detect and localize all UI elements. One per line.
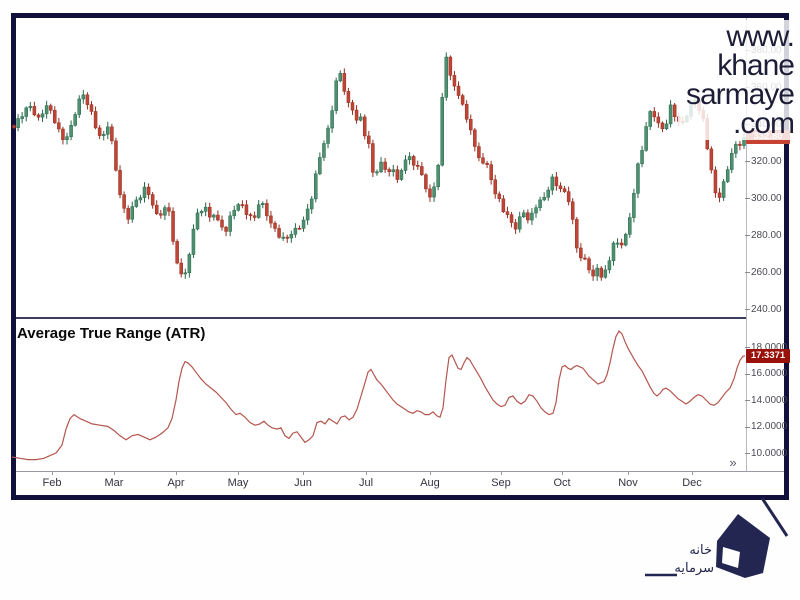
- month-label: Jun: [294, 477, 312, 489]
- chart-frame: [11, 13, 789, 500]
- price-axis-tick: [745, 272, 750, 273]
- price-axis-tick: [745, 161, 750, 162]
- month-label: Sep: [491, 477, 511, 489]
- watermark-line: www.: [726, 20, 795, 53]
- atr-line-series: [11, 330, 746, 461]
- watermark-line: .com: [732, 107, 795, 140]
- month-label: Jul: [358, 477, 374, 489]
- month-label: Nov: [618, 477, 638, 489]
- atr-axis-label: 12.0000: [751, 421, 788, 432]
- month-tick: [238, 471, 239, 475]
- time-axis-line: [16, 471, 784, 472]
- atr-axis-tick: [745, 453, 750, 454]
- month-tick: [430, 471, 431, 475]
- price-axis-tick: [745, 235, 750, 236]
- month-label: May: [227, 477, 249, 489]
- atr-axis-tick: [745, 347, 750, 348]
- month-tick: [52, 471, 53, 475]
- atr-axis-label: 18.0000: [751, 341, 788, 353]
- month-label: Apr: [167, 477, 185, 489]
- price-axis-line: [746, 18, 747, 471]
- price-axis-label: 300.00: [751, 192, 782, 204]
- month-label: Dec: [682, 477, 702, 489]
- month-label: Aug: [420, 477, 440, 489]
- price-axis-tick: [745, 309, 750, 310]
- month-tick: [501, 471, 502, 475]
- price-axis-tick: [745, 198, 750, 199]
- atr-title: Average True Range (ATR): [17, 325, 206, 342]
- logo-text-line1: خانه: [689, 543, 712, 558]
- last-atr-badge: 17.3371: [746, 348, 790, 363]
- month-tick: [114, 471, 115, 475]
- month-tick: [628, 471, 629, 475]
- site-watermark: www. khane sarmaye .com: [677, 20, 795, 140]
- month-label: Mar: [104, 477, 124, 489]
- month-label: Oct: [553, 477, 571, 489]
- price-axis-label: 320.00: [751, 155, 782, 167]
- month-tick: [562, 471, 563, 475]
- price-axis-label: 280.00: [751, 229, 782, 241]
- khane-sarmaye-logo: خانه سرمایه: [615, 490, 800, 600]
- logo-text-line2: سرمایه: [674, 561, 714, 576]
- atr-axis-label: 10.0000: [751, 447, 788, 459]
- atr-axis-tick: [745, 400, 750, 401]
- candlestick-series: [12, 52, 746, 281]
- logo-house-shape: [716, 514, 770, 578]
- month-label: Feb: [42, 477, 62, 489]
- atr-axis-label: 16.0000: [751, 368, 788, 379]
- watermark-line: sarmaye: [685, 78, 795, 111]
- atr-axis-tick: [745, 426, 750, 428]
- price-axis-label: 260.00: [751, 266, 782, 278]
- atr-axis-label: 14.0000: [751, 394, 788, 406]
- price-axis-label: 240.00: [751, 303, 782, 315]
- logo-diagonal-line: [760, 497, 789, 537]
- jump-to-latest-button[interactable]: »: [729, 455, 737, 470]
- watermark-line: khane: [717, 49, 795, 82]
- month-tick: [176, 471, 177, 475]
- atr-axis-tick: [745, 373, 750, 375]
- panel-divider: [16, 317, 746, 319]
- month-tick: [692, 471, 693, 475]
- month-tick: [303, 471, 304, 475]
- month-tick: [366, 471, 367, 475]
